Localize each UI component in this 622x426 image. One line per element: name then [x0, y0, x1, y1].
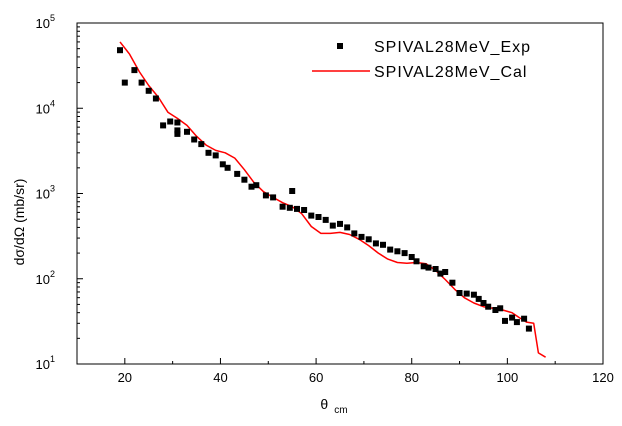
exp-data-point	[521, 315, 528, 322]
exp-data-point	[442, 269, 449, 275]
x-axis-ticks: 20 40 60 80 100 120	[76, 358, 614, 385]
y-tick-label: 101	[36, 354, 55, 372]
x-tick-label: 60	[309, 370, 323, 385]
exp-data-point	[387, 246, 394, 253]
exp-data-point	[198, 141, 205, 148]
exp-data-point	[365, 236, 372, 243]
exp-data-point	[492, 307, 499, 313]
exp-data-point	[241, 176, 248, 183]
exp-data-point	[152, 95, 159, 102]
exp-data-point	[513, 319, 520, 326]
exp-data-point	[463, 290, 470, 297]
exp-data-point	[191, 136, 198, 143]
exp-data-point	[117, 47, 123, 54]
exp-data-point	[437, 270, 444, 277]
exp-data-point	[174, 130, 181, 137]
y-axis-label: dσ/dΩ (mb/sr)	[11, 179, 27, 266]
exp-data-point	[279, 203, 286, 210]
exp-data-point	[394, 248, 401, 255]
exp-data-point	[380, 241, 386, 248]
exp-data-point	[248, 183, 255, 190]
exp-data-point	[344, 224, 351, 231]
exp-data-point	[138, 79, 145, 86]
exp-data-point	[174, 127, 181, 134]
exp-data-point	[224, 164, 231, 171]
exp-data-point	[270, 194, 277, 201]
exp-data-point	[358, 233, 365, 240]
exp-data-point	[131, 67, 138, 74]
exp-data-point	[372, 240, 379, 247]
exp-data-point	[470, 291, 477, 298]
exp-data-point	[145, 87, 152, 94]
exp-data-point	[121, 79, 128, 86]
exp-data-point	[219, 161, 226, 168]
legend-label-exp: SPIVAL28MeV_Exp	[374, 39, 531, 56]
exp-data-point	[502, 317, 508, 324]
legend: SPIVAL28MeV_Exp SPIVAL28MeV_Cal	[312, 39, 531, 81]
exp-data-point	[184, 128, 190, 135]
exp-data-point	[337, 220, 343, 227]
exp-data-point	[413, 258, 420, 265]
exp-data-point	[401, 250, 408, 257]
exp-data-point	[308, 212, 315, 219]
exp-data-point	[234, 170, 241, 177]
legend-marker-exp	[337, 43, 343, 49]
exp-data-point	[322, 216, 329, 223]
y-axis-ticks: 101 102 103 104 105	[36, 13, 83, 372]
exp-data-point	[432, 266, 439, 272]
cal-series-line	[119, 41, 546, 358]
exp-data-point	[294, 205, 300, 212]
exp-data-point	[425, 264, 432, 271]
exp-data-point	[301, 207, 308, 213]
exp-data-point	[475, 295, 482, 302]
exp-data-point	[160, 122, 167, 129]
exp-data-point	[525, 325, 532, 332]
x-tick-label: 100	[497, 370, 519, 385]
series-exp-group	[117, 47, 532, 332]
y-tick-label: 104	[36, 98, 55, 116]
exp-data-point	[167, 118, 174, 125]
y-tick-label: 103	[36, 184, 55, 202]
exp-data-point	[509, 314, 516, 321]
legend-label-cal: SPIVAL28MeV_Cal	[374, 64, 527, 81]
x-axis-label: θ cm	[320, 396, 347, 416]
exp-data-point	[456, 290, 463, 296]
exp-data-point	[480, 300, 487, 306]
exp-data-point	[329, 222, 336, 229]
x-tick-label: 40	[213, 370, 227, 385]
exp-data-point	[408, 254, 415, 260]
exp-data-point	[315, 214, 322, 220]
exp-data-point	[497, 305, 504, 312]
exp-data-point	[420, 263, 427, 270]
x-tick-label: 120	[592, 370, 614, 385]
exp-data-point	[485, 303, 492, 310]
x-tick-label: 20	[118, 370, 132, 385]
exp-data-point	[174, 119, 181, 126]
exp-data-point	[351, 230, 358, 237]
y-tick-label: 102	[36, 269, 55, 287]
exp-data-point	[253, 182, 260, 189]
x-tick-label: 80	[404, 370, 418, 385]
x-axis-label-subscript: cm	[334, 405, 347, 416]
exp-data-point	[449, 279, 456, 286]
exp-data-point	[286, 204, 293, 211]
y-tick-label: 105	[36, 13, 55, 31]
exp-data-point	[212, 152, 219, 159]
exp-data-point	[205, 149, 212, 156]
exp-data-point	[262, 192, 269, 199]
series-cal-group	[119, 41, 546, 358]
exp-data-point	[289, 188, 296, 194]
